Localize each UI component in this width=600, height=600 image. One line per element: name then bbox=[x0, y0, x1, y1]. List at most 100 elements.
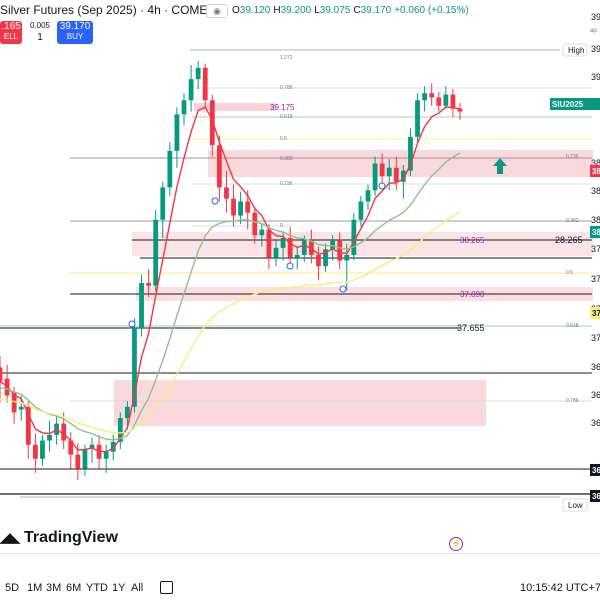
lightning-icon[interactable]: ⚡ bbox=[449, 537, 463, 551]
candle-body bbox=[146, 283, 152, 286]
ohlc-value: 39.075 bbox=[319, 5, 351, 16]
buy-label: BUY bbox=[66, 32, 84, 41]
level-price-label: 37.655 bbox=[457, 323, 485, 333]
symbol-title[interactable]: Silver Futures (Sep 2025) · 4h · COMEX bbox=[0, 3, 216, 17]
candle-body bbox=[436, 97, 442, 106]
level-price-label: 28.265 bbox=[555, 235, 583, 245]
high-low-badge bbox=[562, 498, 588, 512]
candle-body bbox=[323, 249, 328, 267]
candle-body bbox=[252, 212, 258, 236]
candle-body bbox=[379, 163, 385, 177]
candle-body bbox=[266, 229, 272, 258]
resistance-zone bbox=[208, 150, 593, 177]
fib-price-label: 37.890 bbox=[460, 290, 485, 299]
fib-ratio-label: 0.236 bbox=[566, 154, 579, 160]
quantity-value: 1 bbox=[37, 32, 43, 43]
candle-body bbox=[259, 229, 265, 236]
fib-ratio-label: 0.382 bbox=[566, 218, 579, 224]
candle-body bbox=[422, 93, 428, 101]
candle-body bbox=[224, 187, 229, 199]
candle-body bbox=[103, 451, 109, 459]
y-axis-tick: 39 bbox=[591, 44, 600, 54]
ema-mid-line bbox=[0, 152, 461, 441]
ema-slow-line bbox=[0, 211, 461, 434]
time-axis-divider bbox=[0, 553, 600, 554]
spread-box[interactable]: 0.005 1 bbox=[26, 21, 54, 43]
y-axis-tick: 38 bbox=[591, 158, 600, 168]
price-chart[interactable]: 1.272 0.786 0.618 0.5 0.382 0.236 0 0.236 0.382 0… bbox=[0, 0, 600, 553]
candle-body bbox=[280, 238, 286, 248]
eye-icon[interactable]: ◉ bbox=[206, 4, 228, 18]
candle-body bbox=[202, 67, 208, 101]
candle-body bbox=[344, 254, 350, 261]
fib-ratio-label: 0.236 bbox=[280, 181, 293, 187]
candle-body bbox=[337, 240, 343, 261]
candle-body bbox=[358, 201, 364, 220]
y-axis-tick: 37 bbox=[591, 244, 600, 254]
buy-button[interactable]: 39.170 BUY bbox=[57, 21, 93, 44]
fib-ratio-label: 0.5 bbox=[566, 270, 573, 276]
range-button-1y[interactable]: 1Y bbox=[112, 582, 126, 594]
candle-body bbox=[32, 444, 38, 459]
axis-price-badge bbox=[590, 490, 600, 502]
candle-body bbox=[61, 423, 67, 441]
range-button-ytd[interactable]: YTD bbox=[86, 582, 108, 594]
fib-price-label: 38.265 bbox=[460, 236, 485, 245]
candle-body bbox=[195, 67, 201, 80]
candle-body bbox=[408, 136, 413, 171]
ohlc-key: O bbox=[232, 5, 240, 16]
range-button-5d[interactable]: 5D bbox=[5, 582, 20, 594]
candle-body bbox=[40, 440, 45, 459]
logo-text: TradingView bbox=[24, 529, 118, 546]
sell-button[interactable]: .165 ELL bbox=[0, 21, 22, 44]
candle-body bbox=[124, 406, 130, 419]
fib-ratio-label: 0 bbox=[280, 223, 283, 229]
candle-body bbox=[294, 254, 300, 258]
candle-body bbox=[245, 201, 251, 213]
candle-body bbox=[400, 170, 406, 182]
candle-body bbox=[372, 163, 378, 191]
fib-ratio-label: 0.618 bbox=[566, 323, 579, 329]
ohlc-value: +0.060 (+0.15%) bbox=[394, 5, 469, 16]
y-axis-tick: 39 bbox=[591, 12, 600, 22]
candle-body bbox=[209, 100, 215, 146]
sell-label: ELL bbox=[3, 32, 19, 41]
ema-fast-line bbox=[0, 106, 461, 453]
candle-body bbox=[316, 254, 321, 267]
high-low-badge bbox=[562, 43, 588, 57]
range-button-3m[interactable]: 3M bbox=[46, 582, 62, 594]
signal-marker bbox=[128, 320, 136, 328]
buy-price: 39.170 bbox=[59, 21, 91, 32]
y-axis-tick: 37 bbox=[591, 333, 600, 343]
candle-body bbox=[89, 444, 95, 449]
y-axis-unit: ap bbox=[590, 28, 597, 34]
support-zone-upper bbox=[132, 232, 593, 256]
axis-price-badge-label: 38 bbox=[592, 228, 600, 237]
demand-zone bbox=[114, 380, 486, 426]
candle-body bbox=[54, 423, 60, 435]
candle-body bbox=[429, 93, 435, 98]
candle-body bbox=[25, 406, 31, 445]
axis-price-badge-label: 36 bbox=[592, 492, 600, 501]
range-button-6m[interactable]: 6M bbox=[66, 582, 82, 594]
axis-price-badge-label: 38 bbox=[592, 167, 600, 176]
y-axis-tick: 39 bbox=[591, 72, 600, 82]
candle-body bbox=[153, 219, 159, 286]
range-button-all[interactable]: All bbox=[131, 582, 144, 594]
candle-body bbox=[457, 108, 463, 112]
candle-body bbox=[450, 94, 456, 109]
candle-body bbox=[181, 100, 187, 115]
range-button-1m[interactable]: 1M bbox=[27, 582, 43, 594]
axis-price-badge-label: SIU2025 bbox=[552, 100, 584, 109]
candle-body bbox=[0, 367, 3, 382]
candle-body bbox=[160, 187, 166, 220]
axis-price-badge bbox=[550, 98, 600, 110]
fib-ratio-label: 0.786 bbox=[566, 398, 579, 404]
calendar-icon[interactable] bbox=[160, 581, 173, 594]
fib-ratio-label: 0.618 bbox=[280, 114, 293, 120]
candle-body bbox=[188, 79, 194, 101]
candle-body bbox=[301, 240, 307, 255]
candle-body bbox=[117, 418, 123, 442]
signal-marker bbox=[286, 262, 294, 270]
candle-body bbox=[216, 145, 222, 188]
